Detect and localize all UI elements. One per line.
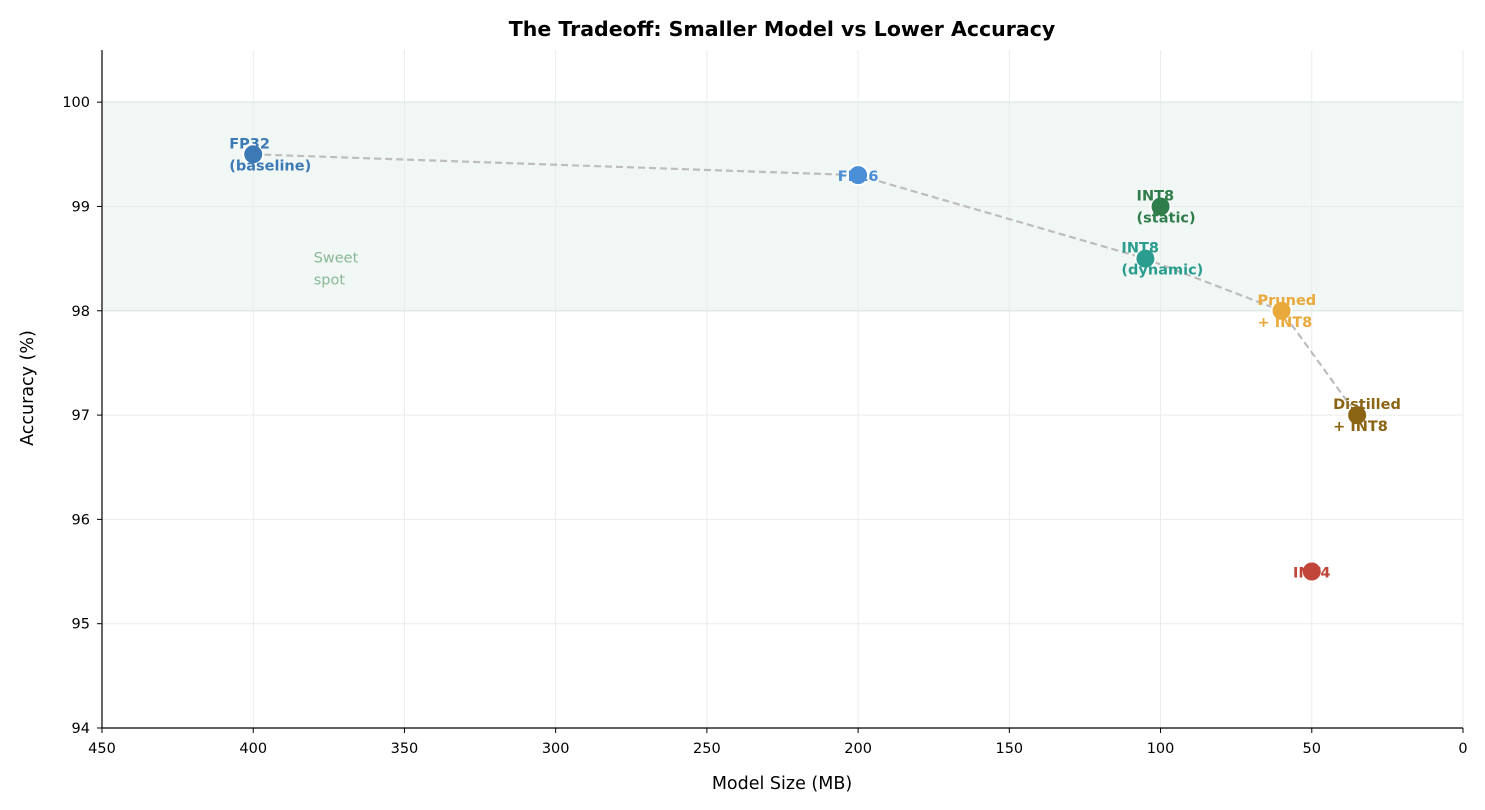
x-tick-label: 0 — [1458, 741, 1467, 757]
x-tick-label: 100 — [1147, 741, 1175, 757]
point-3 — [1134, 247, 1157, 270]
y-tick-label: 100 — [62, 95, 90, 111]
x-tick-label: 300 — [542, 741, 570, 757]
sweet-spot-label-line-1: Sweet — [314, 250, 359, 266]
x-tick-label: 150 — [995, 741, 1023, 757]
point-4 — [1270, 299, 1293, 322]
y-axis-label: Accuracy (%) — [18, 330, 38, 446]
x-tick-label: 450 — [88, 741, 116, 757]
point-label-4: Pruned + INT8 — [1258, 293, 1317, 331]
point-labels: FP32 (baseline) FP16 INT8 (static) INT8 (dynam… — [229, 136, 1401, 581]
point-label-3: INT8 (dynamic) — [1121, 241, 1203, 279]
point-2 — [1149, 195, 1172, 218]
point-label-line: Pruned — [1258, 293, 1317, 309]
data-points — [242, 143, 1369, 583]
y-tick-label: 96 — [72, 512, 90, 528]
chart-title: The Tradeoff: Smaller Model vs Lower Acc… — [509, 17, 1055, 41]
point-label-line: INT4 — [1293, 566, 1331, 582]
y-tick-label: 94 — [72, 721, 90, 737]
y-tick-label: 98 — [72, 304, 90, 320]
y-tick-label: 95 — [72, 617, 90, 633]
point-label-line: (baseline) — [229, 158, 311, 174]
point-0 — [242, 143, 265, 166]
point-5 — [1346, 404, 1369, 427]
point-label-line: FP16 — [838, 169, 879, 185]
point-6 — [1300, 560, 1323, 583]
point-label-5: Distilled + INT8 — [1333, 397, 1401, 435]
point-label-2: INT8 (static) — [1137, 188, 1196, 226]
x-tick-label: 400 — [239, 741, 267, 757]
x-tick-label: 50 — [1303, 741, 1321, 757]
x-axis-label: Model Size (MB) — [712, 774, 852, 794]
point-label-line: + INT8 — [1333, 419, 1388, 435]
x-tick-label: 200 — [844, 741, 872, 757]
y-tick-label: 97 — [72, 408, 90, 424]
y-tick-label: 99 — [72, 199, 90, 215]
point-label-line: INT8 — [1137, 188, 1175, 204]
point-label-line: + INT8 — [1258, 315, 1313, 331]
point-label-line: (dynamic) — [1121, 263, 1203, 279]
point-label-line: (static) — [1137, 210, 1196, 226]
x-tick-label: 250 — [693, 741, 721, 757]
sweet-spot-label: Sweet spot — [314, 250, 363, 288]
sweet-spot-label-line-2: spot — [314, 272, 346, 288]
point-label-1: FP16 — [838, 169, 879, 185]
point-label-line: Distilled — [1333, 397, 1401, 413]
point-label-line: INT8 — [1121, 241, 1159, 257]
point-label-0: FP32 (baseline) — [229, 136, 311, 174]
x-tick-label: 350 — [391, 741, 419, 757]
point-label-6: INT4 — [1293, 566, 1331, 582]
y-axis-ticks: 94 95 96 97 98 99 100 — [62, 95, 102, 737]
x-axis-ticks: 450 400 350 300 250 200 150 100 50 0 — [88, 728, 1468, 757]
point-1 — [847, 164, 870, 187]
point-label-line: FP32 — [229, 136, 270, 152]
